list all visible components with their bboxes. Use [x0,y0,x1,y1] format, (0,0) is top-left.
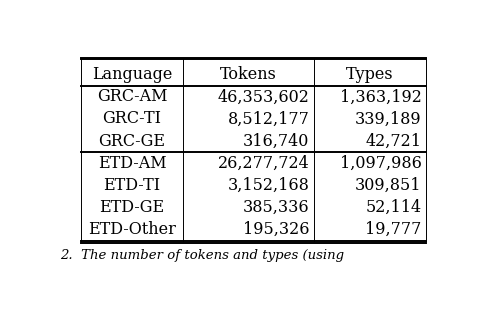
Text: 385,336: 385,336 [243,199,310,216]
Text: 52,114: 52,114 [365,199,422,216]
Text: 1,097,986: 1,097,986 [340,155,422,171]
Text: 3,152,168: 3,152,168 [227,176,310,194]
Text: 42,721: 42,721 [366,133,422,149]
Text: ETD-GE: ETD-GE [100,199,165,216]
Text: ETD-Other: ETD-Other [88,221,176,238]
Text: ETD-TI: ETD-TI [104,176,161,194]
Text: 1,363,192: 1,363,192 [340,88,422,106]
Text: 19,777: 19,777 [365,221,422,238]
Text: GRC-GE: GRC-GE [99,133,166,149]
Text: Language: Language [92,66,172,83]
Text: 339,189: 339,189 [355,110,422,128]
Text: GRC-AM: GRC-AM [97,88,167,106]
Text: Types: Types [347,66,394,83]
Text: 26,277,724: 26,277,724 [218,155,310,171]
Text: 8,512,177: 8,512,177 [227,110,310,128]
Text: 2.  The number of tokens and types (using: 2. The number of tokens and types (using [60,250,345,262]
Text: 195,326: 195,326 [243,221,310,238]
Text: Tokens: Tokens [220,66,277,83]
Text: 309,851: 309,851 [355,176,422,194]
Text: 46,353,602: 46,353,602 [218,88,310,106]
Text: GRC-TI: GRC-TI [103,110,162,128]
Text: ETD-AM: ETD-AM [98,155,166,171]
Text: 316,740: 316,740 [243,133,310,149]
